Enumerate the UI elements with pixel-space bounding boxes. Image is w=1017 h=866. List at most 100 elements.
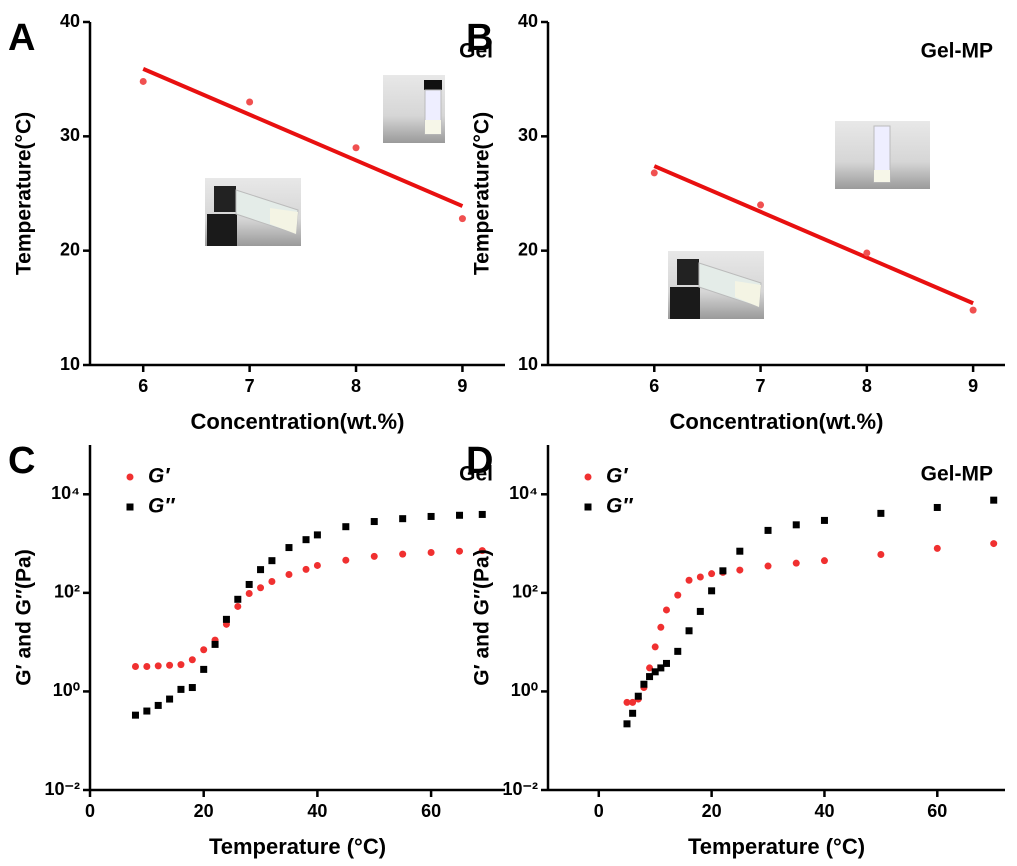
- data-point: [166, 695, 174, 703]
- data-point: [399, 550, 407, 558]
- data-point: [342, 523, 350, 531]
- data-point: [820, 516, 828, 524]
- y-tick-label: 10⁻²: [44, 779, 80, 799]
- data-point: [342, 556, 350, 564]
- data-point: [629, 709, 637, 717]
- data-point: [166, 661, 174, 669]
- y-tick-label: 30: [60, 125, 80, 145]
- data-point: [188, 656, 196, 664]
- y-tick-label: 40: [60, 11, 80, 31]
- panel-letter: B: [466, 17, 493, 59]
- fit-line: [653, 164, 974, 306]
- data-point: [234, 595, 242, 603]
- y-tick-label: 10⁰: [53, 680, 80, 700]
- y-tick-label: 20: [518, 239, 538, 259]
- panel: 10 20 30 40 6 7 8 9 Concentration(wt.%) Temperatu…: [466, 11, 1005, 434]
- y-tick-label: 10²: [512, 582, 538, 602]
- data-point: [427, 512, 435, 520]
- data-point: [154, 701, 162, 709]
- panel: 10 20 30 40 6 7 8 9 Concentration(wt.%) Temperatu…: [8, 11, 505, 434]
- y-tick-label: 40: [518, 11, 538, 31]
- y-tick-label: 20: [60, 239, 80, 259]
- data-point: [268, 557, 276, 565]
- data-point: [302, 565, 310, 573]
- data-point: [623, 698, 631, 706]
- data-point: [478, 547, 486, 555]
- y-tick-label: 10⁴: [51, 483, 80, 503]
- y-tick-label: 30: [518, 125, 538, 145]
- y-axis-label: Temperature(°C): [13, 112, 36, 275]
- data-point: [139, 77, 147, 85]
- data-point: [662, 606, 670, 614]
- data-point: [933, 544, 941, 552]
- data-point: [302, 536, 310, 544]
- data-point: [863, 249, 871, 257]
- legend-marker: [126, 473, 134, 481]
- legend-marker: [126, 503, 134, 511]
- x-tick-label: 8: [351, 376, 361, 396]
- data-point: [399, 515, 407, 523]
- x-axis-label: Concentration(wt.%): [191, 409, 405, 434]
- data-point: [657, 623, 665, 631]
- data-point: [234, 602, 242, 610]
- data-point: [685, 576, 693, 584]
- data-point: [877, 551, 885, 559]
- data-point: [646, 673, 654, 681]
- fit-line: [142, 67, 464, 208]
- data-point: [696, 607, 704, 615]
- data-point: [764, 526, 772, 534]
- panel: 10⁻² 10⁰ 10² 10⁴ 0 20 40 60 Temperature (°C) G′ a…: [466, 440, 1005, 859]
- data-point: [370, 552, 378, 560]
- data-point: [634, 692, 642, 700]
- x-tick-label: 6: [138, 376, 148, 396]
- data-point: [427, 548, 435, 556]
- data-point: [708, 587, 716, 595]
- legend-marker: [584, 503, 592, 511]
- x-tick-label: 60: [927, 801, 947, 821]
- data-point: [177, 661, 185, 669]
- photo-upright-vial: [835, 121, 930, 189]
- x-tick-label: 0: [85, 801, 95, 821]
- x-tick-label: 7: [245, 376, 255, 396]
- panel-letter: D: [466, 440, 493, 482]
- data-point: [990, 540, 998, 548]
- x-tick-label: 20: [702, 801, 722, 821]
- data-point: [177, 685, 185, 693]
- data-point: [257, 566, 265, 574]
- data-point: [131, 663, 139, 671]
- y-tick-label: 10⁰: [511, 680, 538, 700]
- data-point: [990, 496, 998, 504]
- photo-upright-vial: [383, 75, 445, 143]
- data-point: [268, 577, 276, 585]
- data-point: [629, 698, 637, 706]
- data-point: [877, 509, 885, 517]
- x-tick-label: 0: [594, 801, 604, 821]
- panel-letter: C: [8, 440, 35, 482]
- data-point: [657, 664, 665, 672]
- data-point: [764, 562, 772, 570]
- data-point: [646, 664, 654, 672]
- data-point: [352, 144, 360, 152]
- y-tick-label: 10²: [54, 582, 80, 602]
- photo-tilted-vial: [205, 178, 301, 246]
- data-point: [458, 215, 466, 223]
- data-point: [143, 663, 151, 671]
- data-point: [736, 566, 744, 574]
- x-tick-label: 9: [457, 376, 467, 396]
- legend-label: G″: [606, 495, 633, 518]
- legend-marker: [584, 473, 592, 481]
- photo-tilted-vial: [668, 251, 764, 319]
- data-point: [131, 711, 139, 719]
- data-point: [623, 720, 631, 728]
- x-axis-label: Concentration(wt.%): [670, 409, 884, 434]
- data-point: [313, 561, 321, 569]
- data-point: [708, 570, 716, 578]
- data-point: [478, 510, 486, 518]
- x-tick-label: 20: [194, 801, 214, 821]
- data-point: [792, 559, 800, 567]
- data-point: [246, 98, 254, 106]
- x-tick-label: 60: [421, 801, 441, 821]
- x-tick-label: 40: [307, 801, 327, 821]
- x-tick-label: 8: [862, 376, 872, 396]
